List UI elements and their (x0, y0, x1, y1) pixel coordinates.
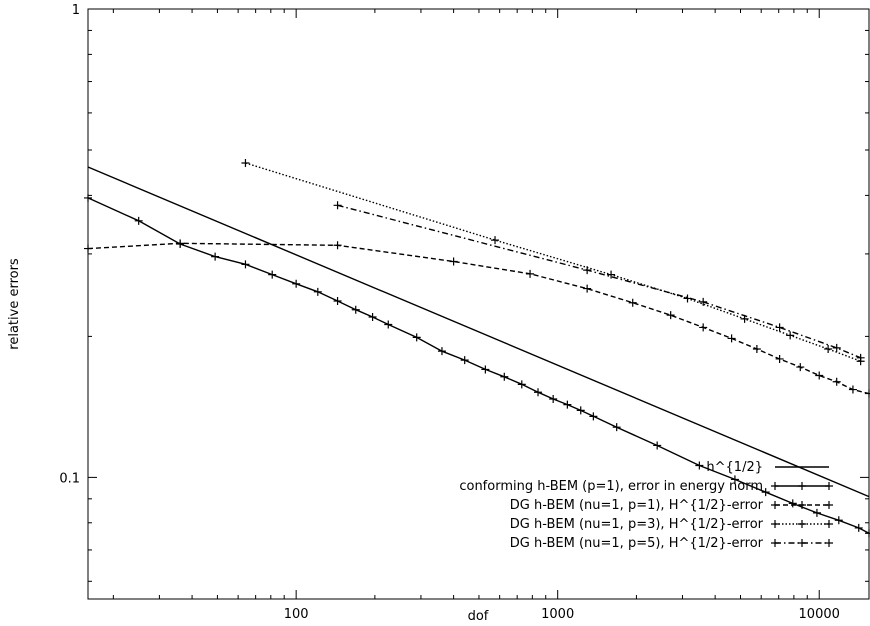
legend-label: DG h-BEM (nu=1, p=3), H^{1/2}-error (510, 517, 764, 532)
data-point (612, 423, 621, 432)
data-point (607, 270, 616, 279)
data-point (848, 385, 857, 394)
data-point (313, 287, 322, 296)
data-point (563, 400, 572, 409)
legend-label: DG h-BEM (nu=1, p=1), H^{1/2}-error (510, 498, 764, 513)
series-2 (84, 193, 870, 538)
data-point (699, 323, 708, 332)
data-point (583, 266, 592, 275)
data-point (412, 333, 421, 342)
data-point (292, 279, 301, 288)
data-point (84, 244, 92, 253)
series-5 (333, 201, 865, 362)
legend-marker (825, 501, 833, 509)
tick-labels: 100 1000 10000 0.1 1 (59, 3, 840, 622)
data-point (84, 193, 92, 202)
data-point (517, 380, 526, 389)
data-point (241, 159, 250, 168)
legend-marker (798, 501, 806, 509)
data-point (628, 298, 637, 307)
data-point (666, 311, 675, 320)
tick-marks (88, 8, 869, 599)
data-point (549, 395, 558, 404)
x-axis-label: dof (468, 609, 489, 624)
data-point (437, 347, 446, 356)
data-point (834, 516, 843, 525)
data-point (134, 216, 143, 225)
data-point (761, 488, 770, 497)
legend-label: h^{1/2} (706, 460, 763, 475)
series-line (245, 162, 861, 362)
data-point (865, 529, 870, 538)
legend-marker (771, 539, 779, 547)
data-point (832, 343, 841, 352)
series-line (87, 242, 870, 395)
data-point (775, 323, 784, 332)
data-point (727, 334, 736, 343)
data-point (481, 365, 490, 374)
data-point (583, 284, 592, 293)
data-point (333, 297, 342, 306)
data-point (796, 363, 805, 372)
data-point (176, 239, 185, 248)
legend-label: conforming h-BEM (p=1), error in energy … (459, 479, 763, 494)
data-point (333, 241, 342, 250)
legend-marker (825, 482, 833, 490)
series-line (337, 204, 861, 359)
data-point (589, 412, 598, 421)
data-point (333, 201, 342, 210)
data-point (449, 257, 458, 266)
series-layer (84, 159, 870, 538)
legend-marker (771, 520, 779, 528)
data-point (460, 356, 469, 365)
x-tick-label: 10000 (799, 607, 840, 622)
data-point (211, 252, 220, 261)
legend-marker (825, 539, 833, 547)
series-3 (84, 239, 870, 398)
legend-marker (798, 539, 806, 547)
data-point (526, 269, 535, 278)
data-point (351, 305, 360, 314)
data-point (699, 297, 708, 306)
legend-marker (771, 482, 779, 490)
data-point (653, 441, 662, 450)
legend-marker (771, 501, 779, 509)
data-point (786, 331, 795, 340)
data-point (854, 523, 863, 532)
data-point (856, 353, 865, 362)
data-point (865, 389, 870, 398)
data-point (824, 344, 833, 353)
x-tick-label: 100 (284, 607, 309, 622)
data-point (576, 406, 585, 415)
data-point (268, 270, 277, 279)
series-4 (241, 159, 865, 366)
y-tick-label: 1 (72, 3, 80, 18)
data-point (775, 354, 784, 363)
legend: h^{1/2} conforming h-BEM (p=1), error in … (459, 460, 833, 551)
data-point (491, 236, 500, 245)
data-point (832, 377, 841, 386)
data-point (695, 461, 704, 470)
legend-label: DG h-BEM (nu=1, p=5), H^{1/2}-error (510, 536, 764, 551)
legend-marker (798, 482, 806, 490)
legend-marker (798, 520, 806, 528)
data-point (812, 508, 821, 517)
data-point (815, 371, 824, 380)
data-point (788, 499, 797, 508)
data-point (500, 372, 509, 381)
data-point (730, 475, 739, 484)
data-point (241, 260, 250, 269)
x-tick-label: 1000 (541, 607, 574, 622)
data-point (384, 320, 393, 329)
series-1 (87, 166, 870, 498)
data-point (752, 344, 761, 353)
data-point (368, 313, 377, 322)
y-axis-label: relative errors (7, 258, 22, 350)
series-line (87, 166, 870, 498)
y-tick-label: 0.1 (59, 471, 80, 486)
legend-marker (825, 520, 833, 528)
data-point (534, 388, 543, 397)
